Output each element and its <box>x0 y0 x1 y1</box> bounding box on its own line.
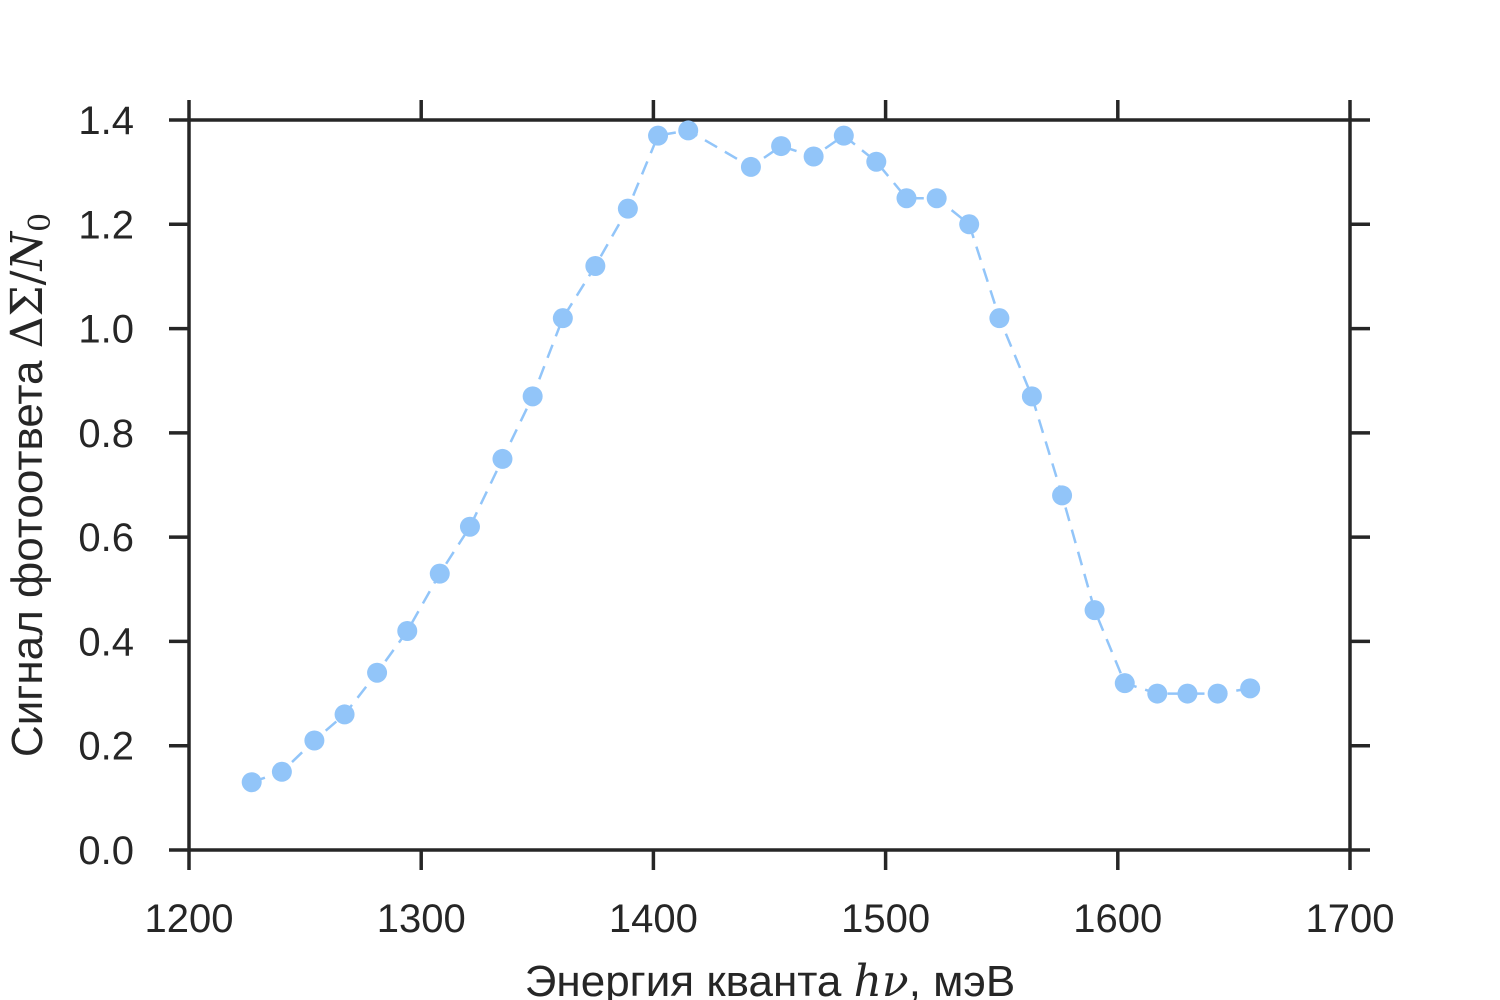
data-point <box>522 386 543 407</box>
data-point <box>1240 678 1261 699</box>
data-point <box>771 136 792 157</box>
data-point <box>866 151 887 172</box>
data-point <box>241 772 262 793</box>
ticks-layer <box>169 100 1370 870</box>
y-tick-label: 0.2 <box>78 725 134 769</box>
data-point <box>334 704 355 725</box>
data-point <box>304 730 325 751</box>
series-line <box>251 129 1251 784</box>
x-tick-label: 1700 <box>1306 897 1395 941</box>
data-point <box>271 761 292 782</box>
data-point <box>1147 683 1168 704</box>
data-point <box>429 563 450 584</box>
y-tick-label: 1.2 <box>78 203 134 247</box>
data-point <box>678 120 699 141</box>
series-layer <box>241 120 1261 793</box>
x-tick-label: 1500 <box>841 897 930 941</box>
data-point <box>926 188 947 209</box>
data-point <box>397 621 418 641</box>
data-point <box>617 198 638 219</box>
data-point <box>959 214 980 235</box>
data-point <box>740 156 761 177</box>
x-tick-label: 1400 <box>609 897 698 941</box>
y-axis-label: Сигнал фотоответа ΔΣ/N0 <box>2 213 58 757</box>
data-point <box>1177 683 1198 704</box>
x-tick-label: 1600 <box>1073 897 1162 941</box>
data-point <box>1207 683 1228 704</box>
data-point <box>1021 386 1042 407</box>
data-point <box>492 448 513 469</box>
y-tick-label: 0.8 <box>78 412 134 456</box>
y-tick-label: 0.6 <box>78 516 134 560</box>
data-point <box>896 188 917 209</box>
y-tick-label: 1.0 <box>78 308 134 352</box>
y-tick-label: 1.4 <box>78 99 134 143</box>
data-point <box>552 308 573 329</box>
data-point <box>1052 485 1073 506</box>
data-point <box>648 125 669 146</box>
x-tick-label: 1300 <box>377 897 466 941</box>
data-point <box>367 662 388 683</box>
data-point <box>989 308 1010 329</box>
data-point <box>1114 673 1135 694</box>
x-axis-label: Энергия кванта hν, мэВ <box>525 956 1015 1000</box>
data-point <box>1084 600 1105 621</box>
plot-area <box>169 100 1370 870</box>
data-point <box>803 146 824 167</box>
x-tick-label: 1200 <box>145 897 234 941</box>
axes-frame <box>187 118 1352 852</box>
data-point <box>833 125 854 146</box>
y-tick-label: 0.4 <box>78 620 134 664</box>
y-tick-label: 0.0 <box>78 829 134 873</box>
tick-labels: 1200 1300 1400 1500 1600 1700 0.0 0.2 0.4 0.6 0.8 1… <box>78 99 1394 941</box>
data-point <box>585 256 606 276</box>
data-point <box>459 516 480 537</box>
